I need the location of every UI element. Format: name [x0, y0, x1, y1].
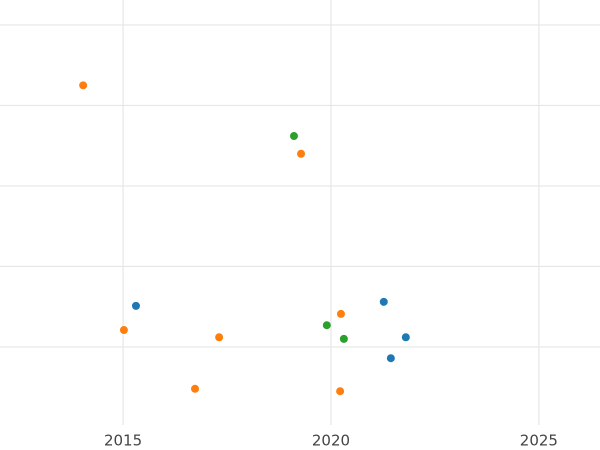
point	[322, 321, 331, 330]
x-tick-label: 2015	[104, 432, 142, 450]
point	[401, 333, 410, 342]
x-tick-label: 2020	[312, 432, 350, 450]
point	[191, 384, 200, 393]
point	[79, 81, 88, 90]
point	[289, 132, 298, 141]
point	[119, 326, 128, 335]
point	[336, 309, 345, 318]
point	[339, 334, 348, 343]
x-tick-label: 2025	[520, 432, 558, 450]
point	[379, 297, 388, 306]
point	[131, 301, 140, 310]
point	[297, 149, 306, 158]
point	[336, 387, 345, 396]
point	[215, 333, 224, 342]
point	[386, 354, 395, 363]
